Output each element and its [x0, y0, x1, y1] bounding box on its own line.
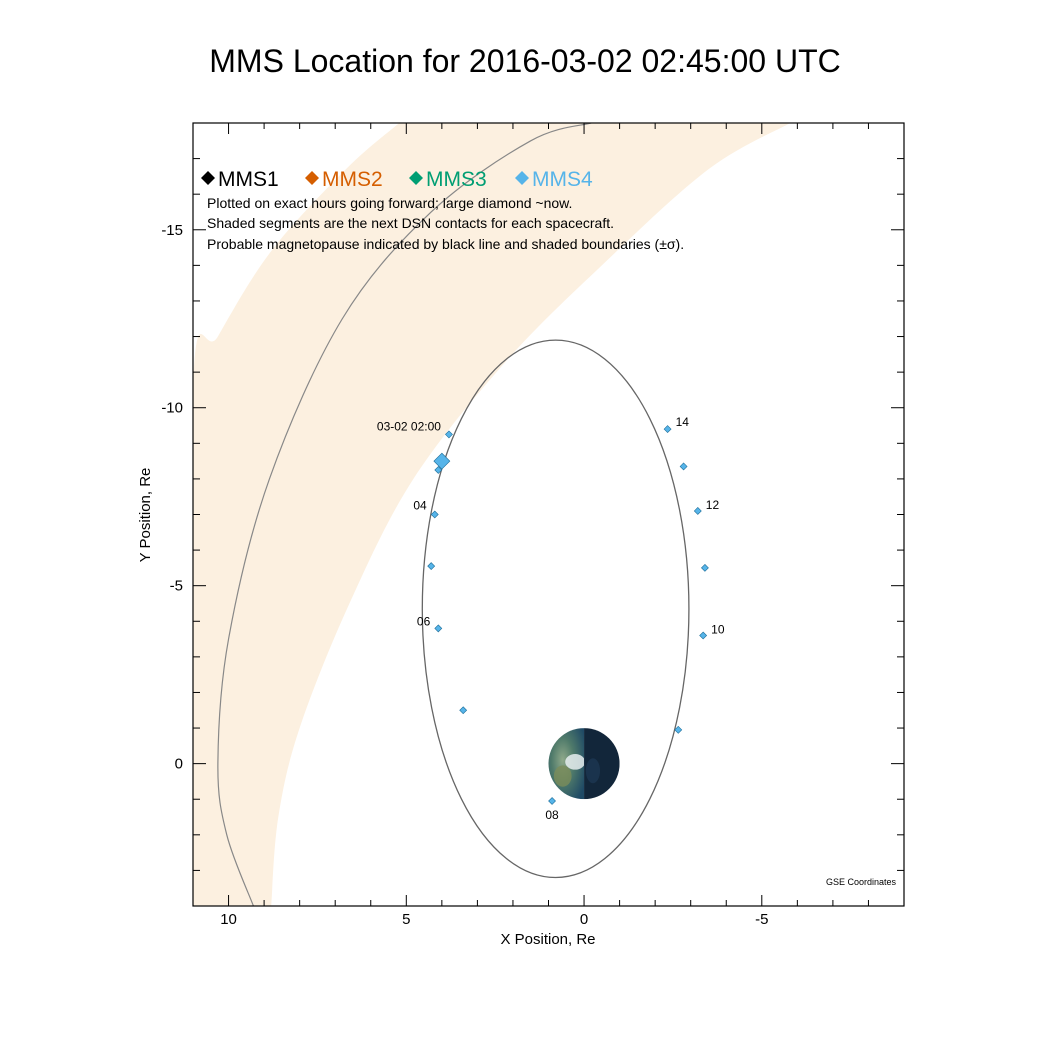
axis-ticks [192, 122, 905, 907]
hour-point-marker [679, 462, 688, 471]
x-tick-label: 0 [580, 911, 588, 928]
hour-point-marker [693, 507, 702, 515]
note-line-2: Shaded segments are the next DSN contact… [207, 215, 614, 231]
legend-label: MMS3 [426, 168, 487, 191]
legend-label: MMS1 [218, 168, 279, 191]
hour-point-marker [434, 466, 443, 474]
mms-orbit-path [421, 339, 690, 879]
hour-point-label: 14 [676, 415, 690, 429]
hour-point-marker [548, 797, 556, 805]
hour-point-label: 12 [706, 498, 720, 512]
magnetopause-uncertainty-band [193, 123, 904, 906]
x-tick-label: 10 [220, 911, 237, 928]
hour-point-marker [445, 430, 453, 439]
y-tick-label: 0 [175, 756, 183, 773]
hour-point-label: 10 [711, 623, 725, 637]
x-axis-label: X Position, Re [500, 931, 595, 948]
legend-label: MMS2 [322, 168, 383, 191]
legend-marker [201, 171, 215, 185]
legend-marker [305, 171, 319, 185]
y-axis-label: Y Position, Re [137, 468, 154, 563]
y-tick-label: -15 [161, 222, 183, 239]
hour-point-marker [663, 425, 672, 434]
chart-title: MMS Location for 2016-03-02 02:45:00 UTC [209, 43, 840, 79]
coordinate-system-label: GSE Coordinates [826, 877, 897, 887]
legend-marker [515, 171, 529, 185]
magnetopause-line [217, 123, 592, 906]
hour-point-label: 06 [417, 614, 431, 628]
hour-point-marker [430, 510, 439, 519]
legend-marker [409, 171, 423, 185]
hour-point-label: 04 [413, 499, 427, 513]
hour-point-marker [700, 563, 709, 572]
note-line-3: Probable magnetopause indicated by black… [207, 236, 684, 252]
hour-point-marker [699, 631, 708, 640]
earth-icon [548, 728, 620, 800]
note-line-1: Plotted on exact hours going forward; la… [207, 195, 572, 211]
chart-legend: MMS1 MMS2 MMS3 MMS4 [201, 168, 593, 191]
x-tick-label: -5 [755, 911, 768, 928]
y-tick-label: -5 [170, 578, 183, 595]
hour-point-marker [459, 706, 468, 715]
hour-point-label: 08 [545, 808, 559, 822]
hour-point-marker [427, 562, 436, 571]
y-tick-label: -10 [161, 400, 183, 417]
hour-point-label: 03-02 02:00 [377, 419, 441, 433]
hour-point-marker [674, 725, 683, 734]
hour-point-marker [434, 624, 443, 633]
x-tick-label: 5 [402, 911, 410, 928]
legend-label: MMS4 [532, 168, 593, 191]
current-position-marker [433, 452, 451, 470]
